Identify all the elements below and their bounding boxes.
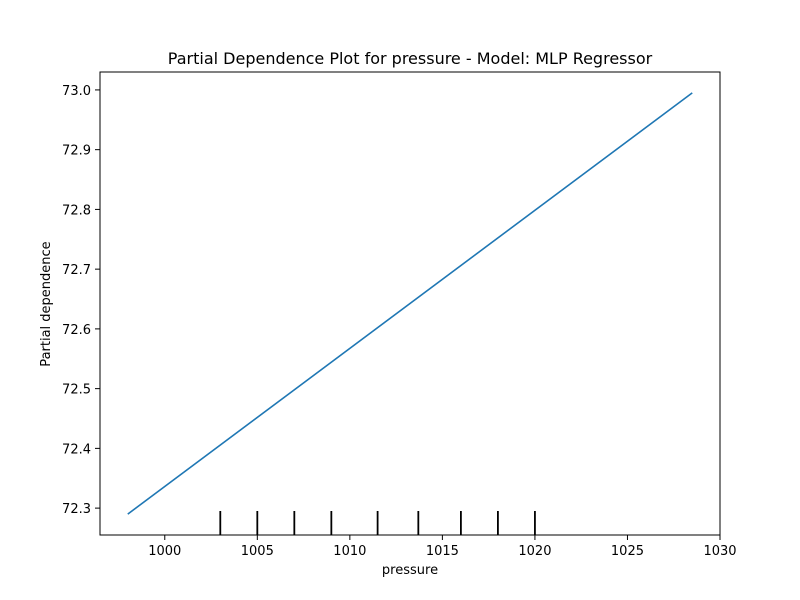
x-tick-label: 1015 bbox=[426, 544, 459, 559]
y-tick-label: 72.3 bbox=[62, 502, 91, 517]
x-tick-label: 1010 bbox=[333, 544, 366, 559]
y-tick-label: 72.5 bbox=[62, 383, 91, 398]
x-tick-label: 1030 bbox=[703, 544, 736, 559]
y-tick-label: 72.9 bbox=[62, 144, 91, 159]
x-tick-label: 1020 bbox=[518, 544, 551, 559]
series-line-0 bbox=[127, 92, 693, 515]
plot-area bbox=[99, 71, 721, 536]
x-tick-label: 1025 bbox=[611, 544, 644, 559]
x-tick-label: 1000 bbox=[148, 544, 181, 559]
y-tick-label: 73.0 bbox=[62, 84, 91, 99]
series-layer bbox=[127, 92, 693, 515]
x-tick-label: 1005 bbox=[241, 544, 274, 559]
decile-rug bbox=[219, 511, 536, 535]
y-axis: 72.3 72.4 72.5 72.6 72.7 72.8 72.9 73.0 bbox=[62, 84, 100, 517]
y-tick-label: 72.4 bbox=[62, 442, 91, 457]
chart-title: Partial Dependence Plot for pressure - M… bbox=[168, 49, 653, 68]
y-tick-label: 72.8 bbox=[62, 203, 91, 218]
y-axis-label: Partial dependence bbox=[39, 241, 54, 366]
y-tick-label: 72.7 bbox=[62, 263, 91, 278]
x-axis-label: pressure bbox=[382, 563, 438, 578]
axes-frame bbox=[99, 71, 721, 536]
x-axis: 1000 1005 1010 1015 1020 1025 1030 bbox=[148, 535, 737, 559]
y-tick-label: 72.6 bbox=[62, 323, 91, 338]
